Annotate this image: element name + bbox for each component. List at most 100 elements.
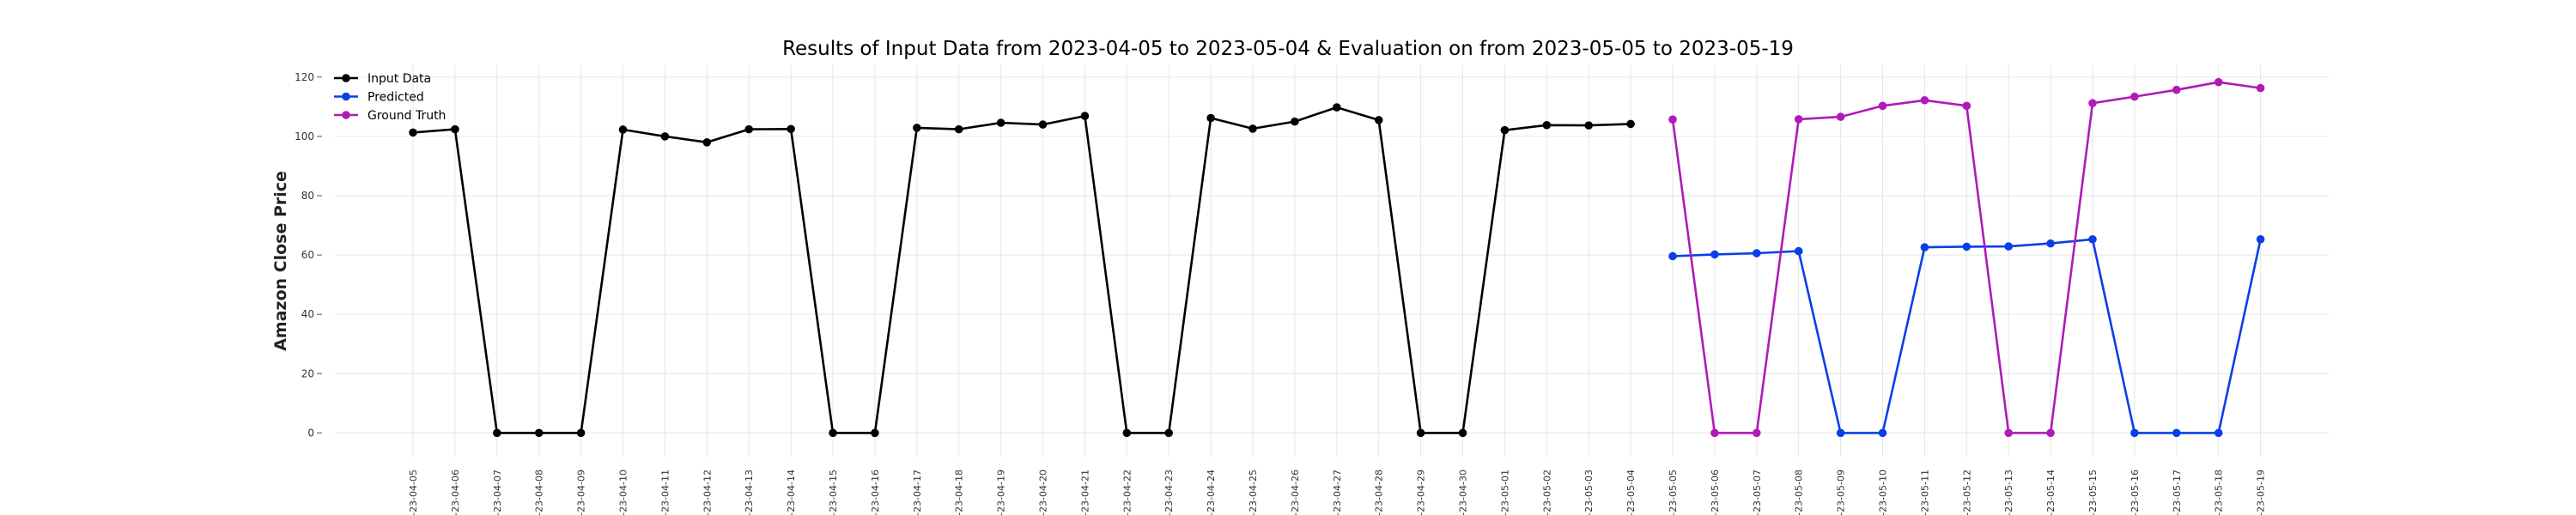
x-tick-label: -23-04-29	[1416, 470, 1427, 515]
x-tick-label: -23-05-11	[1919, 470, 1930, 515]
legend-label-predicted: Predicted	[368, 91, 424, 105]
input-data-point	[451, 124, 459, 134]
chart-title: Results of Input Data from 2023-04-05 to…	[782, 38, 1794, 60]
predicted-point	[1710, 250, 1719, 259]
x-tick-label: -23-04-07	[492, 470, 503, 515]
predicted-point	[2130, 428, 2139, 438]
input-data-point	[409, 128, 417, 137]
input-data-point	[1249, 124, 1257, 133]
x-tick-label: -23-05-14	[2045, 470, 2057, 515]
predicted-point	[1962, 242, 1971, 251]
input-data-point	[1542, 120, 1552, 130]
x-tick-label: -23-04-19	[996, 470, 1007, 515]
input-data-point	[1458, 428, 1467, 438]
ground-truth-point	[2214, 77, 2223, 87]
input-data-point	[1038, 120, 1048, 129]
x-tick-label: -23-04-23	[1163, 470, 1175, 515]
input-data-line	[412, 106, 1631, 434]
x-tick-label: -23-05-19	[2256, 470, 2267, 515]
input-data-point	[1584, 121, 1593, 130]
x-tick-label: -23-04-14	[786, 470, 797, 515]
x-tick-label: -23-05-10	[1878, 470, 1889, 515]
x-tick-label: -23-04-27	[1332, 470, 1343, 515]
predicted-point	[1878, 428, 1887, 438]
x-tick-label: -23-04-17	[912, 470, 923, 515]
x-tick-label: -23-04-21	[1079, 470, 1091, 515]
ground-truth-point	[1668, 115, 1677, 124]
input-data-point	[954, 124, 963, 134]
x-tick-label: -23-04-18	[954, 470, 965, 515]
ground-truth-point	[1836, 112, 1845, 121]
input-data-point	[1333, 103, 1341, 112]
input-data-point	[660, 132, 670, 141]
x-tick-label: -23-04-10	[618, 470, 629, 515]
legend-marker-input-data	[342, 74, 350, 82]
x-tick-label: -23-04-05	[408, 470, 419, 515]
legend-marker-predicted	[342, 92, 350, 101]
input-data-point	[1626, 119, 1635, 129]
x-tick-label: -23-04-12	[702, 470, 713, 515]
ground-truth-point	[1710, 428, 1719, 438]
x-tick-label: -23-04-26	[1290, 470, 1301, 515]
y-tick-label: 80	[301, 190, 314, 202]
y-tick-label: 20	[301, 367, 314, 379]
x-tick-label: -23-04-25	[1248, 470, 1259, 515]
input-data-point	[996, 118, 1005, 127]
input-data-point	[829, 428, 837, 438]
input-data-point	[1500, 125, 1510, 135]
predicted-point	[1753, 249, 1761, 258]
predicted-point	[2256, 234, 2265, 244]
input-data-point	[787, 124, 795, 134]
x-tick-label: -23-04-28	[1374, 470, 1385, 515]
input-data-point	[913, 124, 921, 132]
x-tick-label: -23-05-07	[1752, 470, 1763, 515]
input-data-point	[1416, 428, 1425, 438]
predicted-point	[1794, 246, 1803, 256]
legend-label-input-data: Input Data	[368, 72, 431, 86]
x-tick-label: -23-04-11	[659, 470, 671, 515]
ground-truth-point	[2256, 83, 2265, 93]
x-tick-label: -23-05-16	[2129, 470, 2141, 515]
predicted-point	[1836, 428, 1845, 438]
input-data-point	[618, 125, 628, 134]
y-tick-label: 120	[295, 71, 314, 83]
x-tick-label: -23-05-05	[1668, 470, 1679, 515]
ground-truth-point	[2004, 428, 2013, 438]
predicted-point	[1668, 251, 1677, 261]
x-tick-label: -23-04-30	[1458, 470, 1469, 515]
x-tick-label: -23-04-24	[1206, 470, 1217, 515]
y-axis-ticks: 0 20 40 60 80 100 120	[295, 71, 322, 439]
input-data-point	[1080, 112, 1090, 120]
ground-truth-point	[2172, 85, 2181, 94]
y-tick-label: 0	[307, 427, 314, 439]
grid	[335, 65, 2329, 457]
input-data-point	[534, 428, 544, 438]
input-data-point	[1374, 116, 1383, 124]
input-data-point	[493, 428, 501, 438]
x-tick-label: -23-05-08	[1794, 470, 1805, 515]
ground-truth-point	[1920, 95, 1929, 105]
predicted-point	[1920, 243, 1929, 251]
x-tick-label: -23-05-13	[2003, 470, 2014, 515]
y-axis-label: Amazon Close Price	[271, 171, 290, 351]
x-tick-label: -23-04-06	[450, 470, 461, 515]
x-tick-label: -23-04-20	[1038, 470, 1049, 515]
x-tick-label: -23-04-09	[576, 470, 587, 515]
x-tick-label: -23-05-09	[1836, 470, 1847, 515]
predicted-point	[2214, 428, 2223, 438]
series	[409, 77, 2265, 438]
ground-truth-point	[1794, 115, 1803, 124]
x-axis-ticks: -23-04-05 -23-04-06 -23-04-07 -23-04-08 -23-…	[408, 470, 2267, 515]
input-data-point	[744, 124, 753, 134]
x-tick-label: -23-05-17	[2172, 470, 2183, 515]
predicted-point	[2004, 242, 2013, 251]
input-data-point	[1291, 117, 1299, 126]
ground-truth-point	[1878, 101, 1887, 111]
input-data-point	[1206, 113, 1215, 123]
y-tick-label: 40	[301, 308, 314, 320]
input-data-point	[702, 138, 712, 147]
legend-marker-ground-truth	[342, 111, 350, 119]
legend-label-ground-truth: Ground Truth	[368, 109, 446, 123]
y-tick-label: 60	[301, 249, 314, 261]
